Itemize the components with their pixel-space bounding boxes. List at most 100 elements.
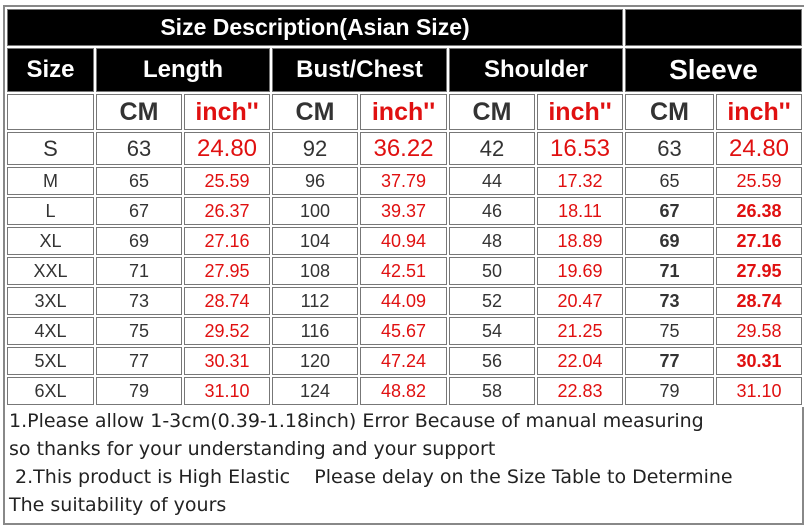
- cell-length-cm: 69: [96, 227, 182, 255]
- table-row: 5XL 77 30.31 120 47.24 56 22.04 77 30.31: [7, 347, 802, 375]
- table-row: XL 69 27.16 104 40.94 48 18.89 69 27.16: [7, 227, 802, 255]
- cell-size: 3XL: [7, 287, 94, 315]
- size-table: Size Description(Asian Size) Size Length…: [5, 7, 804, 407]
- cell-bust-in: 48.82: [360, 377, 447, 405]
- unit-inch: inch'': [184, 94, 270, 130]
- cell-shoulder-cm: 54: [449, 317, 535, 345]
- cell-bust-cm: 96: [272, 167, 358, 195]
- cell-bust-in: 39.37: [360, 197, 447, 225]
- table-row: M 65 25.59 96 37.79 44 17.32 65 25.59: [7, 167, 802, 195]
- cell-shoulder-in: 21.25: [537, 317, 623, 345]
- cell-length-in: 30.31: [184, 347, 270, 375]
- cell-bust-cm: 100: [272, 197, 358, 225]
- cell-size: S: [7, 132, 94, 165]
- cell-length-cm: 77: [96, 347, 182, 375]
- cell-bust-in: 37.79: [360, 167, 447, 195]
- cell-sleeve-cm: 77: [625, 347, 714, 375]
- cell-length-in: 31.10: [184, 377, 270, 405]
- cell-shoulder-cm: 46: [449, 197, 535, 225]
- cell-length-cm: 71: [96, 257, 182, 285]
- unit-inch: inch'': [537, 94, 623, 130]
- cell-sleeve-in: 27.16: [716, 227, 802, 255]
- cell-sleeve-in: 30.31: [716, 347, 802, 375]
- cell-sleeve-in: 26.38: [716, 197, 802, 225]
- cell-sleeve-cm: 79: [625, 377, 714, 405]
- units-row: CM inch'' CM inch'' CM inch'' CM inch'': [7, 94, 802, 130]
- table-row: S 63 24.80 92 36.22 42 16.53 63 24.80: [7, 132, 802, 165]
- cell-length-in: 26.37: [184, 197, 270, 225]
- cell-shoulder-in: 18.89: [537, 227, 623, 255]
- cell-sleeve-cm: 63: [625, 132, 714, 165]
- cell-length-cm: 63: [96, 132, 182, 165]
- cell-bust-in: 47.24: [360, 347, 447, 375]
- cell-bust-cm: 116: [272, 317, 358, 345]
- cell-shoulder-in: 20.47: [537, 287, 623, 315]
- cell-sleeve-cm: 65: [625, 167, 714, 195]
- cell-size: 6XL: [7, 377, 94, 405]
- table-row: L 67 26.37 100 39.37 46 18.11 67 26.38: [7, 197, 802, 225]
- cell-size: XL: [7, 227, 94, 255]
- header-sleeve: Sleeve: [625, 48, 802, 92]
- note-line: The suitability of yours: [9, 494, 227, 516]
- cell-bust-in: 40.94: [360, 227, 447, 255]
- unit-cm: CM: [272, 94, 358, 130]
- cell-size: 4XL: [7, 317, 94, 345]
- cell-shoulder-in: 16.53: [537, 132, 623, 165]
- cell-shoulder-in: 22.04: [537, 347, 623, 375]
- header-length: Length: [96, 48, 270, 92]
- unit-inch: inch'': [360, 94, 447, 130]
- cell-bust-in: 45.67: [360, 317, 447, 345]
- cell-length-cm: 67: [96, 197, 182, 225]
- header-bust: Bust/Chest: [272, 48, 447, 92]
- cell-size: XXL: [7, 257, 94, 285]
- unit-inch: inch'': [716, 94, 802, 130]
- unit-cm: CM: [449, 94, 535, 130]
- cell-length-in: 28.74: [184, 287, 270, 315]
- note-line: so thanks for your understanding and you…: [9, 438, 496, 460]
- table-row: XXL 71 27.95 108 42.51 50 19.69 71 27.95: [7, 257, 802, 285]
- cell-shoulder-cm: 50: [449, 257, 535, 285]
- cell-shoulder-cm: 44: [449, 167, 535, 195]
- units-blank: [7, 94, 94, 130]
- cell-sleeve-in: 27.95: [716, 257, 802, 285]
- cell-sleeve-in: 31.10: [716, 377, 802, 405]
- cell-length-in: 27.95: [184, 257, 270, 285]
- cell-bust-cm: 108: [272, 257, 358, 285]
- table-title: Size Description(Asian Size): [7, 9, 623, 46]
- cell-sleeve-in: 29.58: [716, 317, 802, 345]
- cell-length-in: 29.52: [184, 317, 270, 345]
- note-line: 1.Please allow 1-3cm(0.39-1.18inch) Erro…: [9, 410, 704, 432]
- unit-cm: CM: [96, 94, 182, 130]
- cell-bust-cm: 124: [272, 377, 358, 405]
- cell-size: 5XL: [7, 347, 94, 375]
- note-line: 2.This product is High Elastic Please de…: [9, 466, 733, 488]
- cell-sleeve-cm: 67: [625, 197, 714, 225]
- header-size: Size: [7, 48, 94, 92]
- cell-shoulder-in: 18.11: [537, 197, 623, 225]
- cell-shoulder-in: 19.69: [537, 257, 623, 285]
- cell-bust-cm: 104: [272, 227, 358, 255]
- unit-cm: CM: [625, 94, 714, 130]
- cell-shoulder-cm: 56: [449, 347, 535, 375]
- cell-length-in: 27.16: [184, 227, 270, 255]
- cell-shoulder-in: 17.32: [537, 167, 623, 195]
- title-row: Size Description(Asian Size): [7, 9, 802, 46]
- cell-bust-in: 42.51: [360, 257, 447, 285]
- cell-sleeve-cm: 69: [625, 227, 714, 255]
- cell-bust-in: 36.22: [360, 132, 447, 165]
- cell-shoulder-in: 22.83: [537, 377, 623, 405]
- cell-shoulder-cm: 58: [449, 377, 535, 405]
- cell-bust-cm: 112: [272, 287, 358, 315]
- cell-bust-cm: 92: [272, 132, 358, 165]
- cell-shoulder-cm: 42: [449, 132, 535, 165]
- cell-sleeve-in: 24.80: [716, 132, 802, 165]
- cell-sleeve-in: 28.74: [716, 287, 802, 315]
- table-row: 4XL 75 29.52 116 45.67 54 21.25 75 29.58: [7, 317, 802, 345]
- cell-shoulder-cm: 48: [449, 227, 535, 255]
- cell-bust-cm: 120: [272, 347, 358, 375]
- title-blank-cell: [625, 9, 802, 46]
- cell-sleeve-in: 25.59: [716, 167, 802, 195]
- cell-length-in: 25.59: [184, 167, 270, 195]
- cell-size: M: [7, 167, 94, 195]
- header-row: Size Length Bust/Chest Shoulder Sleeve: [7, 48, 802, 92]
